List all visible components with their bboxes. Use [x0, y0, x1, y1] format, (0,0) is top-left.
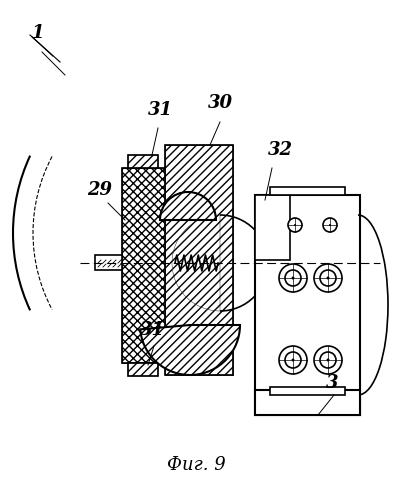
Circle shape — [314, 346, 342, 374]
Bar — [165, 145, 233, 375]
Wedge shape — [140, 325, 240, 375]
Circle shape — [279, 264, 307, 292]
Bar — [122, 168, 167, 363]
Circle shape — [327, 358, 329, 361]
Text: 3: 3 — [326, 374, 338, 392]
Text: 30: 30 — [208, 94, 233, 112]
Wedge shape — [160, 192, 216, 220]
Text: 31: 31 — [148, 101, 173, 119]
Text: Фиг. 9: Фиг. 9 — [167, 456, 225, 474]
Bar — [255, 195, 290, 260]
Bar — [95, 255, 122, 270]
Bar — [122, 168, 167, 363]
Circle shape — [323, 218, 337, 232]
Bar — [270, 387, 345, 395]
Circle shape — [292, 358, 294, 361]
Bar — [128, 155, 158, 168]
Bar — [255, 390, 360, 415]
Circle shape — [288, 218, 302, 232]
Text: 1: 1 — [32, 24, 44, 42]
Bar — [128, 363, 158, 376]
Bar — [128, 155, 158, 168]
Circle shape — [279, 346, 307, 374]
Circle shape — [314, 264, 342, 292]
Bar — [165, 145, 233, 375]
Circle shape — [327, 276, 329, 279]
Bar — [122, 168, 167, 363]
Circle shape — [329, 224, 331, 226]
Bar — [165, 145, 233, 375]
Bar — [255, 195, 360, 415]
Text: 31: 31 — [140, 321, 165, 339]
Text: 32: 32 — [268, 141, 293, 159]
Text: 29: 29 — [87, 181, 112, 199]
Circle shape — [294, 224, 296, 226]
Circle shape — [292, 276, 294, 279]
Bar — [270, 187, 345, 195]
Bar — [128, 363, 158, 376]
Wedge shape — [172, 215, 220, 311]
